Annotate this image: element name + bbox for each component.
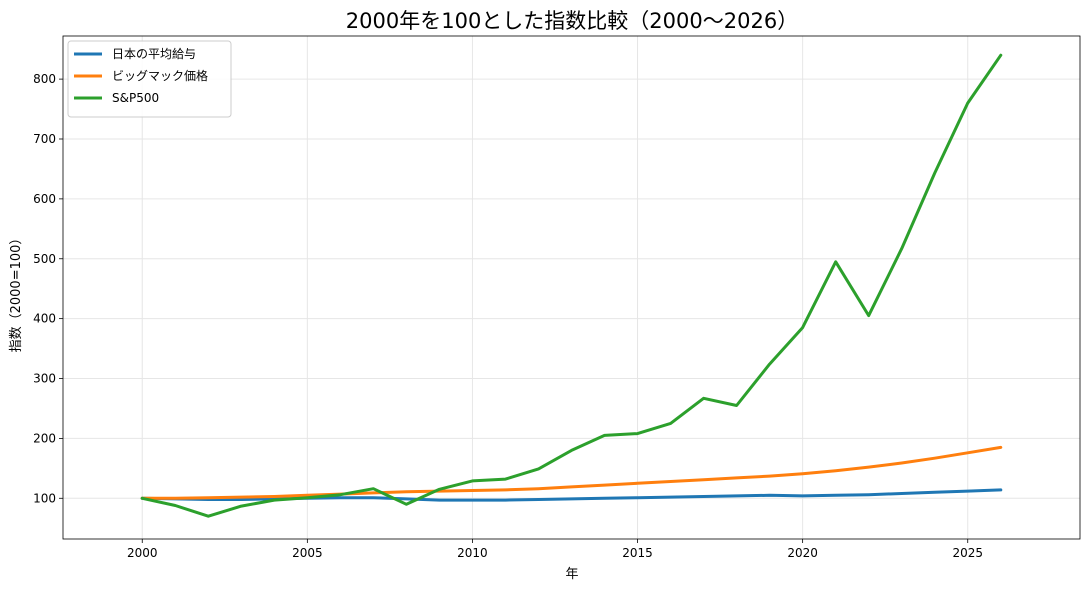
y-tick-label: 500: [33, 252, 56, 266]
y-tick-label: 300: [33, 372, 56, 386]
chart-title: 2000年を100とした指数比較（2000〜2026）: [346, 9, 798, 33]
x-tick-label: 2025: [952, 546, 983, 560]
x-tick-label: 2015: [622, 546, 653, 560]
series-line-2: [140, 53, 1003, 518]
y-tick-label: 700: [33, 132, 56, 146]
legend-label-2: S&P500: [112, 91, 159, 105]
x-axis-label: 年: [565, 567, 578, 582]
grid: [63, 36, 1080, 539]
x-tick-label: 2005: [292, 546, 323, 560]
y-tick-label: 800: [33, 72, 56, 86]
legend-box: [67, 40, 232, 118]
x-tick-label: 2000: [127, 546, 158, 560]
y-tick-label: 100: [33, 491, 56, 505]
y-tick-label: 600: [33, 192, 56, 206]
series-line-1: [140, 445, 1003, 500]
plot-frame: [62, 35, 1081, 540]
legend-label-0: 日本の平均給与: [112, 47, 196, 61]
y-tick-label: 200: [33, 431, 56, 445]
y-axis-ticks: 100 200 300 400 500 600 700 800: [33, 72, 63, 505]
y-axis-label: 指数（2000=100）: [9, 232, 24, 353]
x-tick-label: 2010: [457, 546, 488, 560]
legend-label-1: ビッグマック価格: [112, 68, 208, 83]
x-tick-label: 2020: [787, 546, 818, 560]
y-tick-label: 400: [33, 312, 56, 326]
series-group: [140, 53, 1003, 518]
x-axis-ticks: 2000 2005 2010 2015 2020 2025: [127, 539, 983, 560]
